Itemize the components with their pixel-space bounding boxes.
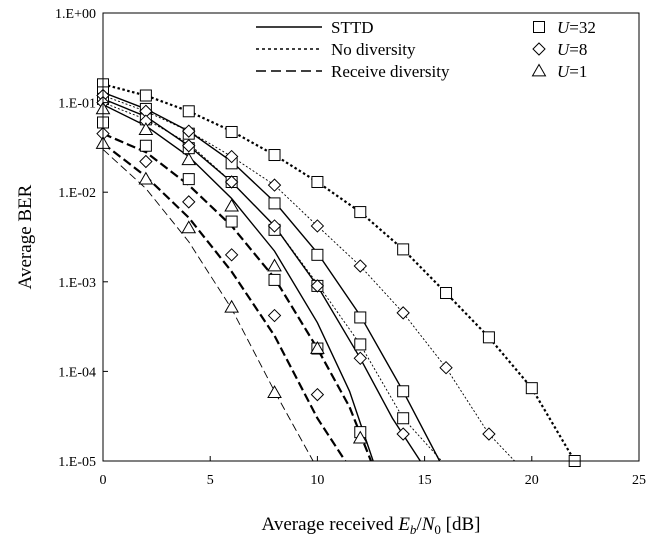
- triangle-marker: [224, 299, 240, 313]
- y-tick-label: 1.E-04: [58, 365, 96, 380]
- diamond-marker: [182, 124, 196, 138]
- x-tick-label: 25: [632, 473, 646, 488]
- y-axis-ticks: 1.E+00 1.E-01 1.E-02 1.E-03 1.E-04 1.E-05: [55, 7, 108, 470]
- square-marker: [525, 382, 538, 395]
- diamond-marker: [310, 279, 325, 293]
- plot-frame: [102, 12, 640, 462]
- x-tick-label: 5: [207, 473, 214, 488]
- curve-dotted-1: [103, 95, 515, 461]
- diamond-marker: [353, 259, 367, 273]
- square-marker: [354, 338, 367, 351]
- curve-solid-5: [103, 103, 374, 461]
- curve-solid-4: [103, 98, 421, 461]
- square-marker: [397, 412, 410, 425]
- legend-line-label: Receive diversity: [331, 62, 450, 81]
- legend-diamond-marker: [532, 42, 546, 56]
- triangle-marker: [181, 220, 197, 234]
- x-tick-label: 0: [100, 473, 107, 488]
- diamond-marker: [310, 219, 325, 233]
- triangle-marker: [267, 258, 282, 272]
- square-marker: [397, 385, 410, 398]
- curve-dashed-6: [103, 132, 373, 461]
- diamond-marker: [396, 427, 410, 441]
- y-tick-label: 1.E-01: [58, 97, 96, 112]
- legend-line-label: No diversity: [331, 40, 416, 59]
- y-tick-label: 1.E-02: [58, 186, 96, 201]
- square-marker: [354, 311, 367, 324]
- triangle-marker: [352, 430, 368, 444]
- y-tick-label: 1.E+00: [55, 7, 96, 22]
- legend-line-styles: STTD No diversity Receive diversity: [256, 18, 450, 81]
- square-marker: [268, 149, 281, 162]
- square-marker: [354, 206, 367, 219]
- legend-marker-label: U=8: [557, 40, 587, 59]
- diamond-marker: [224, 248, 239, 262]
- square-marker: [311, 248, 324, 261]
- square-marker: [397, 243, 410, 256]
- diamond-marker: [224, 175, 239, 189]
- triangle-marker: [224, 198, 240, 212]
- diamond-marker: [439, 360, 453, 375]
- legend-line-label: STTD: [331, 18, 374, 37]
- square-marker: [182, 173, 195, 186]
- square-marker: [311, 175, 324, 188]
- diamond-marker: [310, 387, 325, 402]
- legend-marker-label: U=32: [557, 18, 596, 37]
- triangle-marker: [138, 122, 154, 135]
- legend-marker-label: U=1: [557, 62, 587, 81]
- triangle-marker: [310, 341, 325, 354]
- diamond-marker: [353, 351, 367, 366]
- curve-dashed-8: [103, 149, 314, 461]
- x-tick-label: 15: [418, 473, 432, 488]
- square-marker: [182, 105, 195, 118]
- square-marker: [440, 286, 453, 299]
- x-axis-ticks: 0 5 10 15 20 25: [100, 456, 646, 488]
- theory-curves: [103, 83, 576, 461]
- diamond-marker: [482, 427, 496, 441]
- y-axis-title: Average BER: [15, 184, 36, 289]
- square-marker: [139, 139, 152, 152]
- triangle-marker: [181, 152, 197, 166]
- square-marker: [268, 197, 281, 210]
- square-marker: [482, 331, 495, 344]
- square-marker: [225, 125, 238, 138]
- curve-dotted-2: [103, 102, 443, 461]
- diamond-marker: [267, 178, 282, 192]
- y-tick-label: 1.E-03: [58, 276, 96, 291]
- x-tick-label: 10: [310, 473, 324, 488]
- triangle-marker: [138, 171, 154, 185]
- triangle-marker: [267, 385, 282, 398]
- diamond-marker: [267, 308, 282, 323]
- x-tick-label: 20: [525, 473, 539, 488]
- diamond-marker: [139, 154, 153, 169]
- y-tick-label: 1.E-05: [58, 455, 96, 470]
- legend-user-counts: U=32 U=8 U=1: [531, 18, 596, 81]
- square-marker: [225, 215, 238, 228]
- data-markers: [95, 78, 581, 467]
- curve-dotted-0: [103, 83, 576, 461]
- diamond-marker: [182, 139, 196, 153]
- diamond-marker: [267, 219, 282, 233]
- square-marker: [268, 273, 281, 286]
- x-axis-title: Average received Eb/N0 [dB]: [262, 514, 481, 537]
- legend-square-marker: [533, 21, 545, 33]
- legend-triangle-marker: [531, 63, 547, 77]
- square-marker: [139, 89, 152, 102]
- diamond-marker: [182, 195, 196, 209]
- diamond-marker: [396, 306, 410, 320]
- diamond-marker: [224, 149, 239, 164]
